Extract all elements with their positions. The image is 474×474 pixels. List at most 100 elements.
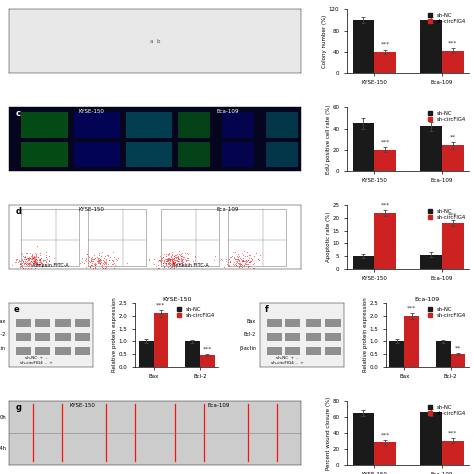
Point	[232, 255, 239, 263]
Point	[17, 260, 24, 268]
Point	[30, 253, 38, 260]
Point	[95, 257, 103, 265]
Point	[29, 255, 37, 262]
Point	[252, 249, 260, 256]
Point	[111, 262, 119, 269]
Point	[18, 256, 26, 264]
Point	[184, 250, 191, 258]
Bar	[306, 347, 321, 355]
Point	[250, 260, 257, 267]
Point	[233, 259, 240, 266]
Point	[97, 262, 104, 270]
Point	[171, 264, 178, 272]
Point	[32, 251, 39, 258]
Point	[110, 259, 118, 267]
Point	[96, 259, 104, 266]
Text: KYSE-150: KYSE-150	[78, 207, 104, 212]
Text: ***: ***	[407, 305, 416, 310]
Point	[243, 257, 251, 265]
Y-axis label: Relative protein expression: Relative protein expression	[112, 298, 117, 373]
Point	[163, 260, 170, 267]
Point	[171, 258, 178, 266]
Point	[19, 264, 27, 272]
Point	[173, 256, 181, 264]
Point	[24, 255, 32, 262]
Bar	[326, 347, 340, 355]
Point	[239, 251, 246, 259]
Point	[88, 262, 96, 269]
Point	[150, 255, 158, 263]
Point	[243, 248, 251, 255]
Point	[32, 258, 39, 266]
Point	[237, 263, 245, 270]
Point	[88, 255, 96, 263]
Point	[233, 263, 241, 270]
Title: KYSE-150: KYSE-150	[162, 297, 191, 301]
Point	[16, 260, 24, 267]
Point	[31, 256, 39, 264]
Bar	[285, 319, 301, 327]
Point	[21, 259, 29, 267]
Point	[50, 254, 58, 262]
Point	[256, 251, 264, 258]
Bar	[353, 20, 374, 73]
Point	[93, 257, 101, 264]
Point	[96, 260, 103, 267]
Text: g: g	[15, 403, 21, 412]
Bar	[442, 441, 464, 465]
Point	[36, 260, 44, 268]
Point	[99, 260, 106, 267]
Bar	[16, 347, 31, 355]
Bar	[200, 355, 215, 366]
Point	[235, 256, 243, 264]
Point	[109, 257, 117, 265]
Point	[87, 254, 94, 262]
Bar	[374, 442, 396, 465]
Point	[24, 259, 32, 266]
Point	[83, 250, 91, 258]
Point	[31, 259, 39, 266]
Point	[234, 253, 241, 260]
Point	[166, 257, 173, 265]
Point	[36, 249, 44, 257]
Point	[237, 260, 245, 268]
Point	[164, 260, 171, 267]
Point	[25, 255, 32, 263]
Point	[165, 254, 173, 262]
Point	[191, 252, 199, 259]
Point	[180, 253, 187, 260]
Point	[36, 255, 43, 263]
Bar	[73, 142, 120, 167]
Point	[182, 256, 190, 264]
Point	[28, 253, 36, 260]
Point	[160, 255, 167, 263]
Point	[164, 256, 171, 264]
Point	[30, 253, 37, 261]
Point	[231, 255, 239, 263]
Point	[108, 260, 116, 268]
Point	[27, 257, 35, 264]
Bar	[139, 341, 154, 366]
Point	[33, 256, 41, 264]
Point	[36, 255, 44, 263]
Point	[166, 256, 173, 264]
Point	[161, 264, 168, 271]
Point	[36, 258, 43, 265]
Point	[36, 255, 44, 263]
Point	[113, 255, 120, 263]
Bar	[442, 223, 464, 269]
Point	[232, 248, 239, 256]
Point	[178, 262, 186, 269]
Point	[235, 264, 243, 271]
Bar	[126, 112, 173, 138]
Point	[32, 257, 39, 265]
Point	[168, 259, 176, 267]
Bar	[306, 319, 321, 327]
Point	[20, 253, 28, 260]
Point	[238, 257, 246, 265]
Point	[109, 261, 117, 268]
Point	[166, 256, 174, 264]
Point	[166, 255, 173, 262]
Point	[34, 261, 42, 269]
Bar	[285, 347, 301, 355]
